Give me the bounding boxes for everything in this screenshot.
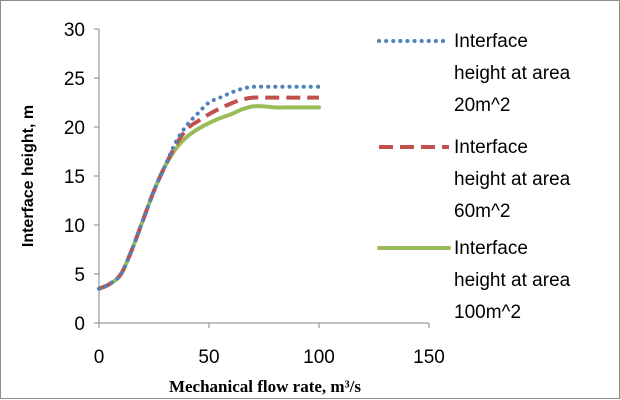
y-tick-label: 5 xyxy=(74,265,85,286)
y-tick-label: 10 xyxy=(64,216,85,237)
x-tick-label: 50 xyxy=(198,347,219,368)
series-line-2 xyxy=(97,104,321,291)
axes xyxy=(94,28,430,328)
series-layer xyxy=(97,84,321,291)
legend-label-2: height at area xyxy=(454,270,571,291)
x-tick-label: 100 xyxy=(303,347,335,368)
series-line-1 xyxy=(98,95,319,291)
x-axis-label: Mechanical flow rate, m³/s xyxy=(169,377,361,396)
x-tick-label: 0 xyxy=(94,347,105,368)
x-tick-label: 150 xyxy=(413,347,445,368)
legend-label-0: 20m^2 xyxy=(454,95,510,116)
legend-label-0: Interface xyxy=(454,31,528,52)
legend-label-1: height at area xyxy=(454,169,571,190)
y-tick-label: 20 xyxy=(64,118,85,139)
y-axis-label: Interface height, m xyxy=(20,105,37,247)
legend-label-1: 60m^2 xyxy=(454,201,510,222)
tick-labels: 0 5 10 15 20 25 30 0 50 100 150 xyxy=(64,20,445,368)
y-tick-label: 15 xyxy=(64,167,85,188)
legend-label-1: Interface xyxy=(454,137,528,158)
legend-label-2: 100m^2 xyxy=(454,302,521,323)
series-line-0 xyxy=(97,84,321,291)
y-tick-label: 0 xyxy=(74,314,85,335)
legend: Interface height at area 20m^2 Interface hei… xyxy=(377,31,571,323)
legend-label-0: height at area xyxy=(454,63,571,84)
y-tick-label: 25 xyxy=(64,69,85,90)
y-tick-label: 30 xyxy=(64,20,85,41)
legend-label-2: Interface xyxy=(454,238,528,259)
